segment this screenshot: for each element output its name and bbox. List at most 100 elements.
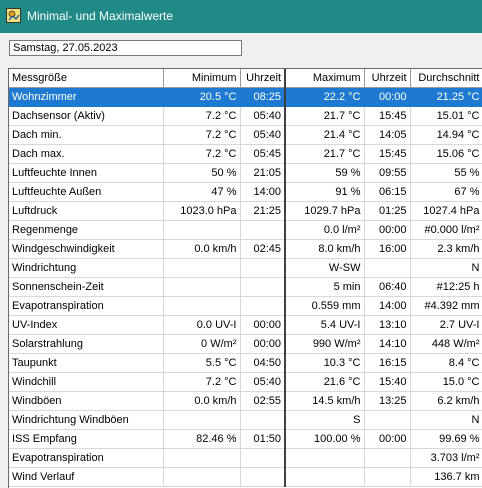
cell-maximum: 59 % (284, 163, 365, 183)
table-row[interactable]: Windrichtung W-SW N (9, 258, 482, 278)
cell-durchschnitt: #12:25 h (410, 277, 482, 297)
cell-maximum: 10.3 °C (284, 353, 365, 373)
date-field[interactable]: Samstag, 27.05.2023 (9, 40, 242, 56)
cell-max-time: 00:00 (364, 429, 411, 449)
cell-maximum: 91 % (284, 182, 365, 202)
cell-maximum: 0.559 mm (284, 296, 365, 316)
col-header-min-time[interactable]: Uhrzeit (240, 69, 286, 88)
cell-minimum: 5.5 °C (163, 353, 241, 373)
cell-messgroesse: Evapotranspiration (9, 448, 164, 468)
cell-durchschnitt: 67 % (410, 182, 482, 202)
table-row[interactable]: Dachsensor (Aktiv) 7.2 °C 05:40 21.7 °C 15:4… (9, 106, 482, 126)
cell-messgroesse: Windböen (9, 391, 164, 411)
table-row[interactable]: Luftfeuchte Außen 47 % 14:00 91 % 06:15 67 % (9, 182, 482, 202)
cell-minimum (163, 258, 241, 278)
cell-durchschnitt: 2.7 UV-I (410, 315, 482, 335)
cell-messgroesse: Windgeschwindigkeit (9, 239, 164, 259)
cell-min-time: 21:25 (240, 201, 286, 221)
table-row[interactable]: Sonnenschein-Zeit 5 min 06:40 #12:25 h (9, 277, 482, 297)
cell-messgroesse: Windrichtung (9, 258, 164, 278)
cell-messgroesse: Taupunkt (9, 353, 164, 373)
cell-max-time: 06:15 (364, 182, 411, 202)
cell-max-time (364, 448, 411, 468)
cell-minimum: 82.46 % (163, 429, 241, 449)
cell-messgroesse: ISS Empfang (9, 429, 164, 449)
table-row[interactable]: Windgeschwindigkeit 0.0 km/h 02:45 8.0 km/h… (9, 239, 482, 259)
table-row[interactable]: Luftdruck 1023.0 hPa 21:25 1029.7 hPa 01:25 1… (9, 201, 482, 221)
weather-app-icon (6, 8, 21, 23)
table-row[interactable]: Solarstrahlung 0 W/m² 00:00 990 W/m² 14:10 44… (9, 334, 482, 354)
col-header-maximum[interactable]: Maximum (284, 69, 365, 88)
cell-max-time: 13:25 (364, 391, 411, 411)
cell-maximum: 990 W/m² (284, 334, 365, 354)
col-header-messgroesse[interactable]: Messgröße (9, 69, 164, 88)
cell-max-time (364, 467, 411, 487)
cell-max-time: 13:10 (364, 315, 411, 335)
table-row[interactable]: Luftfeuchte Innen 50 % 21:05 59 % 09:55 55 % (9, 163, 482, 183)
cell-minimum: 7.2 °C (163, 144, 241, 164)
cell-minimum: 50 % (163, 163, 241, 183)
table-row[interactable]: ISS Empfang 82.46 % 01:50 100.00 % 00:00 99.6… (9, 429, 482, 449)
cell-maximum: 21.4 °C (284, 125, 365, 145)
cell-messgroesse: UV-Index (9, 315, 164, 335)
cell-minimum (163, 296, 241, 316)
table-row[interactable]: Evapotranspiration 3.703 l/m² (9, 448, 482, 468)
table-row[interactable]: Taupunkt 5.5 °C 04:50 10.3 °C 16:15 8.4 °C (9, 353, 482, 373)
cell-maximum: 100.00 % (284, 429, 365, 449)
table-row[interactable]: Regenmenge 0.0 l/m² 00:00 #0.000 l/m² (9, 220, 482, 240)
cell-minimum: 0.0 km/h (163, 239, 241, 259)
cell-min-time: 04:50 (240, 353, 286, 373)
col-header-durchschnitt[interactable]: Durchschnitt (410, 69, 482, 88)
table-row[interactable]: Wohnzimmer 20.5 °C 08:25 22.2 °C 00:00 21.25 … (9, 87, 482, 107)
cell-messgroesse: Sonnenschein-Zeit (9, 277, 164, 297)
cell-durchschnitt: N (410, 410, 482, 430)
cell-maximum: W-SW (284, 258, 365, 278)
cell-max-time: 14:00 (364, 296, 411, 316)
cell-minimum (163, 467, 241, 487)
table-row[interactable]: Dach min. 7.2 °C 05:40 21.4 °C 14:05 14.94 °C (9, 125, 482, 145)
cell-maximum (284, 448, 365, 468)
cell-maximum: 21.6 °C (284, 372, 365, 392)
cell-min-time (240, 467, 286, 487)
table-row[interactable]: UV-Index 0.0 UV-I 00:00 5.4 UV-I 13:10 2.7 UV… (9, 315, 482, 335)
cell-minimum: 1023.0 hPa (163, 201, 241, 221)
cell-min-time: 05:45 (240, 144, 286, 164)
cell-durchschnitt: N (410, 258, 482, 278)
table-row[interactable]: Windrichtung Windböen S N (9, 410, 482, 430)
cell-maximum: 5.4 UV-I (284, 315, 365, 335)
cell-min-time: 05:40 (240, 125, 286, 145)
cell-maximum: 21.7 °C (284, 144, 365, 164)
cell-max-time: 15:45 (364, 144, 411, 164)
col-header-max-time[interactable]: Uhrzeit (364, 69, 411, 88)
cell-durchschnitt: 2.3 km/h (410, 239, 482, 259)
values-grid[interactable]: Messgröße Minimum Uhrzeit Maximum Uhrzei… (8, 68, 482, 488)
cell-min-time: 01:50 (240, 429, 286, 449)
cell-min-time (240, 448, 286, 468)
cell-durchschnitt: 136.7 km (410, 467, 482, 487)
table-row[interactable]: Windchill 7.2 °C 05:40 21.6 °C 15:40 15.0 °C (9, 372, 482, 392)
cell-messgroesse: Evapotranspiration (9, 296, 164, 316)
cell-min-time: 00:00 (240, 334, 286, 354)
cell-durchschnitt: 99.69 % (410, 429, 482, 449)
cell-durchschnitt: 55 % (410, 163, 482, 183)
cell-messgroesse: Dach max. (9, 144, 164, 164)
cell-max-time (364, 258, 411, 278)
header-row: Messgröße Minimum Uhrzeit Maximum Uhrzei… (9, 69, 482, 88)
table-row[interactable]: Wind Verlauf 136.7 km (9, 467, 482, 487)
table-row[interactable]: Windböen 0.0 km/h 02:55 14.5 km/h 13:25 6.2 k… (9, 391, 482, 411)
window-title: Minimal- und Maximalwerte (27, 9, 174, 23)
table-row[interactable]: Dach max. 7.2 °C 05:45 21.7 °C 15:45 15.06 °C (9, 144, 482, 164)
col-header-minimum[interactable]: Minimum (163, 69, 241, 88)
cell-messgroesse: Solarstrahlung (9, 334, 164, 354)
table-row[interactable]: Evapotranspiration 0.559 mm 14:00 #4.392 mm (9, 296, 482, 316)
cell-durchschnitt: #0.000 l/m² (410, 220, 482, 240)
cell-messgroesse: Luftfeuchte Außen (9, 182, 164, 202)
cell-messgroesse: Windrichtung Windböen (9, 410, 164, 430)
cell-min-time: 14:00 (240, 182, 286, 202)
cell-max-time: 00:00 (364, 220, 411, 240)
cell-max-time (364, 410, 411, 430)
cell-messgroesse: Wind Verlauf (9, 467, 164, 487)
cell-min-time: 08:25 (240, 87, 286, 107)
cell-durchschnitt: 14.94 °C (410, 125, 482, 145)
cell-max-time: 09:55 (364, 163, 411, 183)
